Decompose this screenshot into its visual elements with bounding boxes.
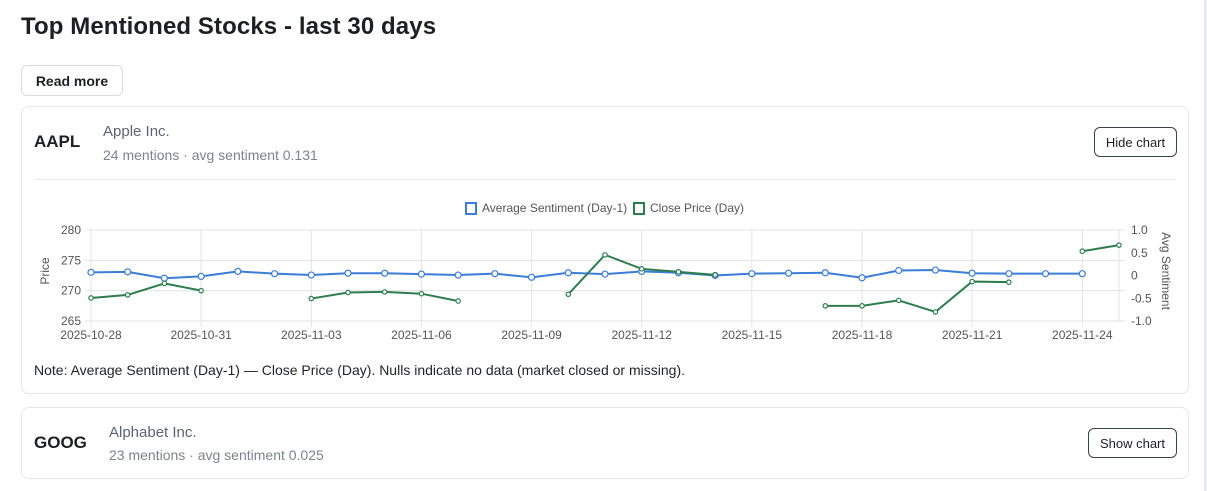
data-point-sentiment	[968, 269, 976, 277]
data-point-sentiment	[601, 270, 609, 278]
data-point-sentiment	[1005, 270, 1013, 278]
read-more-button[interactable]: Read more	[21, 65, 123, 96]
left-tick-label: 275	[61, 253, 81, 267]
x-tick-label: 2025-11-21	[942, 328, 1003, 342]
data-point-price	[675, 269, 682, 275]
stock-ticker: AAPL	[34, 132, 81, 151]
data-point-price	[161, 280, 168, 287]
right-tick-label: -0.5	[1131, 291, 1152, 305]
company-name: Apple Inc.	[103, 123, 170, 140]
card-divider	[34, 179, 1176, 180]
data-point-sentiment	[381, 269, 389, 277]
data-point-price	[1116, 242, 1122, 248]
x-tick-label: 2025-11-06	[391, 328, 452, 342]
right-tick-label: 0	[1131, 269, 1138, 283]
data-point-sentiment	[1041, 270, 1050, 278]
right-tick-label: 0.5	[1131, 246, 1148, 260]
data-point-sentiment	[234, 267, 242, 276]
data-point-price	[895, 297, 902, 304]
legend-label-sentiment: Average Sentiment (Day-1)	[482, 201, 627, 215]
chart-series	[87, 242, 1122, 315]
data-point-price	[932, 309, 939, 315]
data-point-price	[198, 287, 204, 294]
data-point-sentiment	[784, 269, 793, 277]
data-point-sentiment	[344, 269, 352, 277]
data-point-sentiment	[87, 268, 95, 276]
data-point-price	[345, 289, 351, 296]
data-point-price	[308, 295, 315, 302]
data-point-price	[124, 292, 131, 298]
data-point-price	[602, 252, 608, 258]
x-tick-label: 2025-11-18	[832, 328, 893, 342]
x-tick-label: 2025-10-28	[60, 328, 122, 342]
stock-meta: 24 mentions · avg sentiment 0.131	[103, 147, 318, 163]
data-point-price	[381, 289, 388, 295]
left-axis-label: Price	[38, 257, 52, 285]
x-tick-label: 2025-11-24	[1052, 328, 1113, 342]
data-point-price	[638, 266, 645, 272]
legend-label-price: Close Price (Day)	[650, 201, 744, 215]
right-tick-label: 1.0	[1131, 223, 1148, 237]
data-point-price	[418, 290, 425, 297]
legend-swatch-price	[633, 202, 645, 215]
x-tick-label: 2025-11-15	[722, 328, 783, 342]
data-point-price	[712, 272, 718, 278]
data-point-price	[1006, 279, 1012, 285]
stock-card-aapl: AAPL Apple Inc. 24 mentions · avg sentim…	[21, 106, 1189, 394]
right-axis-label: Avg Sentiment	[1159, 232, 1173, 310]
x-tick-label: 2025-11-09	[501, 328, 562, 342]
chart-axes: 280 275 270 265 1.0 0.5 0 -0.5 -1.0 2025-10-28 202…	[60, 223, 1152, 342]
data-point-sentiment	[564, 269, 572, 277]
data-point-sentiment	[160, 274, 169, 282]
stock-meta: 23 mentions · avg sentiment 0.025	[109, 447, 324, 463]
stock-card-goog: GOOG Alphabet Inc. 23 mentions · avg sen…	[21, 407, 1189, 479]
data-point-sentiment	[270, 270, 279, 278]
data-point-price	[822, 303, 829, 309]
x-tick-label: 2025-10-31	[170, 328, 232, 342]
hide-chart-button[interactable]: Hide chart	[1094, 127, 1177, 157]
data-point-sentiment	[491, 270, 499, 278]
left-tick-label: 270	[61, 284, 81, 298]
stock-ticker: GOOG	[34, 433, 87, 452]
page-right-border	[1204, 0, 1207, 491]
data-point-price	[455, 298, 461, 304]
data-point-sentiment	[931, 266, 940, 274]
data-point-sentiment	[527, 273, 536, 281]
x-tick-label: 2025-11-12	[611, 328, 672, 342]
data-point-price	[859, 303, 865, 309]
left-tick-label: 280	[61, 223, 81, 237]
data-point-price	[1079, 248, 1086, 255]
data-point-sentiment	[307, 271, 315, 279]
series-line-price	[90, 282, 202, 299]
chart-grid	[85, 229, 1125, 327]
data-point-sentiment	[1078, 270, 1086, 278]
series-line-price	[1082, 244, 1120, 253]
data-point-sentiment	[748, 270, 756, 278]
data-point-sentiment	[197, 272, 205, 281]
chart-legend: Average Sentiment (Day-1) Close Price (D…	[465, 201, 744, 215]
data-point-sentiment	[124, 268, 132, 276]
data-point-price	[565, 291, 572, 298]
series-line-price	[825, 280, 1009, 314]
chart-note: Note: Average Sentiment (Day-1) — Close …	[34, 362, 685, 378]
data-point-sentiment	[454, 271, 462, 279]
show-chart-button[interactable]: Show chart	[1088, 428, 1177, 458]
data-point-sentiment	[821, 269, 829, 277]
company-name: Alphabet Inc.	[109, 424, 197, 441]
left-tick-label: 265	[61, 314, 81, 328]
right-tick-label: -1.0	[1131, 314, 1152, 328]
sentiment-price-chart: Average Sentiment (Day-1) Close Price (D…	[38, 201, 1173, 342]
data-point-sentiment	[417, 270, 426, 278]
x-tick-label: 2025-11-03	[281, 328, 342, 342]
page-title: Top Mentioned Stocks - last 30 days	[21, 13, 437, 40]
data-point-sentiment	[858, 274, 866, 282]
legend-swatch-sentiment	[465, 202, 477, 215]
data-point-sentiment	[895, 266, 903, 275]
data-point-price	[88, 295, 94, 301]
data-point-price	[969, 278, 975, 285]
